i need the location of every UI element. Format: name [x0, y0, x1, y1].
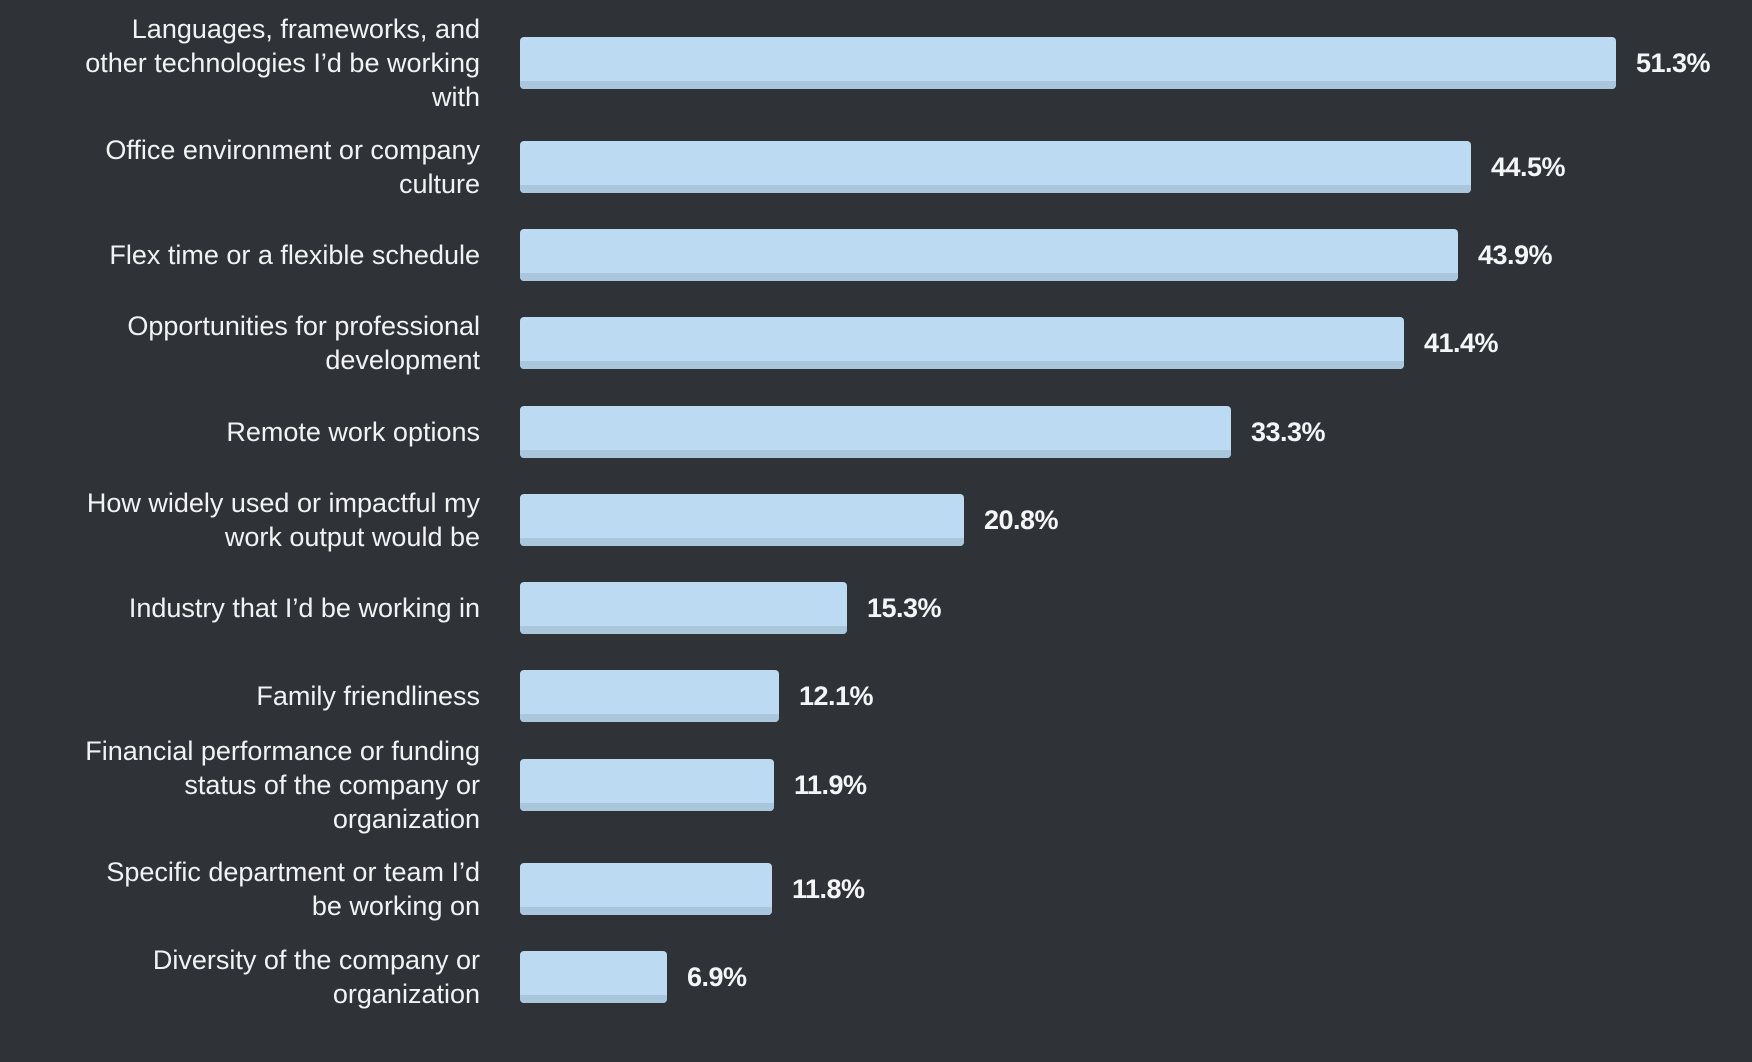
category-label-line: Financial performance or funding: [85, 736, 480, 766]
category-label-line: Office environment or company: [105, 135, 480, 165]
bar: [520, 37, 1616, 89]
bar: [520, 494, 964, 546]
category-label-line: Opportunities for professional: [127, 311, 480, 341]
category-label-line: other technologies I’d be working: [85, 48, 480, 78]
category-label-line: How widely used or impactful my: [86, 488, 480, 518]
category-label: Remote work options: [40, 415, 480, 449]
category-label-line: Remote work options: [226, 417, 480, 447]
value-label: 51.3%: [1636, 48, 1711, 78]
category-label: Office environment or company culture: [40, 133, 480, 201]
value-label: 44.5%: [1491, 152, 1566, 182]
category-label: Languages, frameworks, and other technolo…: [40, 12, 480, 114]
category-label: How widely used or impactful my work outp…: [40, 486, 480, 554]
value-label: 33.3%: [1251, 417, 1326, 447]
bar: [520, 759, 774, 811]
value-label: 20.8%: [984, 505, 1059, 535]
category-label: Opportunities for professional developmen…: [40, 309, 480, 377]
value-label: 11.9%: [794, 770, 867, 800]
category-label-line: Family friendliness: [256, 681, 480, 711]
value-label: 41.4%: [1424, 328, 1499, 358]
category-label: Industry that I’d be working in: [40, 591, 480, 625]
category-label-line: work output would be: [224, 522, 480, 552]
category-label-line: organization: [332, 804, 480, 834]
bar: [520, 141, 1471, 193]
category-label-line: Flex time or a flexible schedule: [109, 240, 480, 270]
category-label-line: Industry that I’d be working in: [128, 593, 480, 623]
value-label: 12.1%: [799, 681, 874, 711]
bar: [520, 406, 1231, 458]
bar: [520, 317, 1404, 369]
category-label-line: development: [325, 345, 480, 375]
category-label: Flex time or a flexible schedule: [40, 238, 480, 272]
bar: [520, 582, 847, 634]
category-label: Financial performance or funding status o…: [40, 734, 480, 836]
value-label: 11.8%: [792, 874, 865, 904]
category-label: Specific department or team I’d be workin…: [40, 855, 480, 923]
category-label-line: Languages, frameworks, and: [131, 14, 480, 44]
category-label-line: with: [431, 82, 480, 112]
category-label: Diversity of the company or organization: [40, 943, 480, 1011]
category-label-line: Specific department or team I’d: [106, 857, 480, 887]
bar: [520, 229, 1458, 281]
category-label-line: culture: [398, 169, 480, 199]
category-label: Family friendliness: [40, 679, 480, 713]
bar: [520, 863, 772, 915]
category-label-line: organization: [332, 979, 480, 1009]
value-label: 15.3%: [867, 593, 942, 623]
bar: [520, 670, 779, 722]
category-label-line: Diversity of the company or: [152, 945, 480, 975]
value-label: 6.9%: [687, 962, 747, 992]
category-label-line: status of the company or: [184, 770, 480, 800]
value-label: 43.9%: [1478, 240, 1553, 270]
category-label-line: be working on: [311, 891, 480, 921]
bar: [520, 951, 667, 1003]
